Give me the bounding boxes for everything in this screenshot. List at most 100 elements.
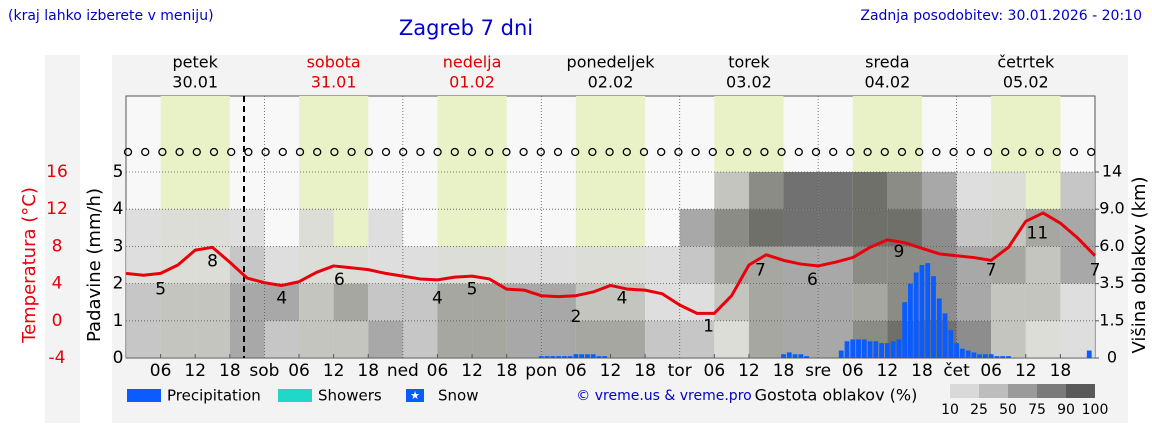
x-tick-label: 12 [600, 361, 622, 381]
x-tick-label: 18 [773, 361, 795, 381]
wind-marker [897, 147, 907, 157]
cloud-cell [748, 283, 784, 321]
cloud-cell [748, 320, 784, 358]
wind-marker [1087, 147, 1096, 157]
cloud-cell [991, 320, 1026, 358]
wind-marker [467, 147, 477, 157]
cloud-cell [126, 320, 161, 358]
temp-label: 8 [207, 251, 218, 271]
cloud-cell [852, 246, 888, 284]
precip-bar [844, 341, 850, 358]
x-tick-label: 06 [980, 361, 1002, 381]
cloud-cell [783, 209, 819, 247]
legend-label: Showers [318, 387, 382, 405]
wind-marker [915, 147, 924, 157]
precip-bar [544, 356, 550, 358]
cloud-cell [991, 283, 1026, 321]
y-tick-label: 2 [113, 274, 124, 294]
x-tick-label: 18 [357, 361, 379, 381]
x-tick-label: 06 [565, 361, 587, 381]
x-tick-label: 18 [634, 361, 656, 381]
cloud-cell [783, 283, 819, 321]
x-tick-label: 12 [461, 361, 483, 381]
precip-bar [596, 356, 602, 358]
precip-bar [919, 265, 925, 358]
wind-marker [536, 147, 545, 157]
wind-marker [227, 147, 236, 157]
cloud-cell [956, 172, 992, 210]
precip-bar [838, 350, 844, 358]
cloud-cell [160, 283, 196, 321]
wind-marker [1052, 147, 1061, 157]
cloud-cell [645, 246, 680, 284]
y2-tick-label: 1.5 [1099, 310, 1124, 329]
wind-marker [381, 147, 391, 157]
day-name: ponedeljek [567, 53, 656, 72]
cloud-legend-level: 50 [999, 402, 1017, 418]
temp-label: 6 [334, 270, 345, 290]
y-tick-label: 4 [113, 199, 124, 219]
x-tick-label: 18 [1050, 361, 1072, 381]
precip-bar [850, 339, 856, 358]
cloud-cell [368, 283, 403, 321]
precip-bar [602, 356, 608, 358]
precip-bar [1086, 350, 1092, 358]
cloud-cell [506, 320, 542, 358]
cloud-cell [541, 246, 576, 284]
wind-marker [777, 147, 786, 157]
y-tick-label: 5 [113, 162, 124, 182]
precip-bar [1006, 356, 1011, 358]
precip-bar [804, 356, 810, 358]
wind-marker [605, 147, 614, 157]
cloud-cell [299, 320, 334, 358]
day-name: torek [728, 53, 770, 72]
precip-bar [954, 343, 959, 358]
precip-bar [959, 348, 965, 358]
wind-marker [261, 147, 270, 157]
cloud-cell [541, 283, 576, 321]
day-name: sreda [865, 53, 909, 72]
precip-bar [896, 339, 902, 358]
temp-label: 7 [755, 261, 766, 281]
cloud-cell [610, 246, 646, 284]
cloud-cell [160, 209, 196, 247]
wind-marker [519, 147, 528, 157]
cloud-cell [541, 320, 576, 358]
x-tick-label: 06 [842, 361, 864, 381]
wind-marker [485, 147, 494, 157]
precip-bar [856, 339, 861, 358]
day-date: 31.01 [311, 73, 357, 92]
cloud-cell [818, 172, 853, 210]
precip-bar [971, 352, 977, 358]
wind-marker [347, 147, 356, 157]
wind-marker [313, 147, 322, 157]
cloud-cell [229, 209, 265, 247]
cloud-cell [852, 283, 888, 321]
wind-marker [794, 147, 803, 157]
cloud-cell [748, 209, 784, 247]
wind-marker [1001, 147, 1010, 157]
wind-marker [399, 147, 408, 157]
x-tick-label: 12 [877, 361, 899, 381]
temp-label: 11 [1027, 224, 1049, 244]
wind-marker [811, 147, 821, 157]
cloud-cell [852, 209, 888, 247]
wind-marker [192, 147, 201, 157]
wind-marker [949, 147, 958, 157]
cloud-cell [1025, 320, 1061, 358]
wind-marker [846, 147, 855, 157]
cloud-cell [1060, 172, 1095, 210]
cloud-cell [956, 283, 992, 321]
precip-bar [902, 302, 908, 358]
x-tick-label: 12 [184, 361, 206, 381]
temp-label: 2 [570, 307, 581, 327]
precip-bar [550, 356, 556, 358]
x-tick-label: 12 [1015, 361, 1037, 381]
wind-marker [588, 147, 597, 157]
cloud-cell [575, 320, 611, 358]
cloud-legend-level: 90 [1057, 402, 1075, 418]
cloud-cell [956, 246, 992, 284]
precip-bar [861, 339, 867, 358]
wind-marker [553, 147, 563, 157]
x-tick-label: 06 [288, 361, 310, 381]
